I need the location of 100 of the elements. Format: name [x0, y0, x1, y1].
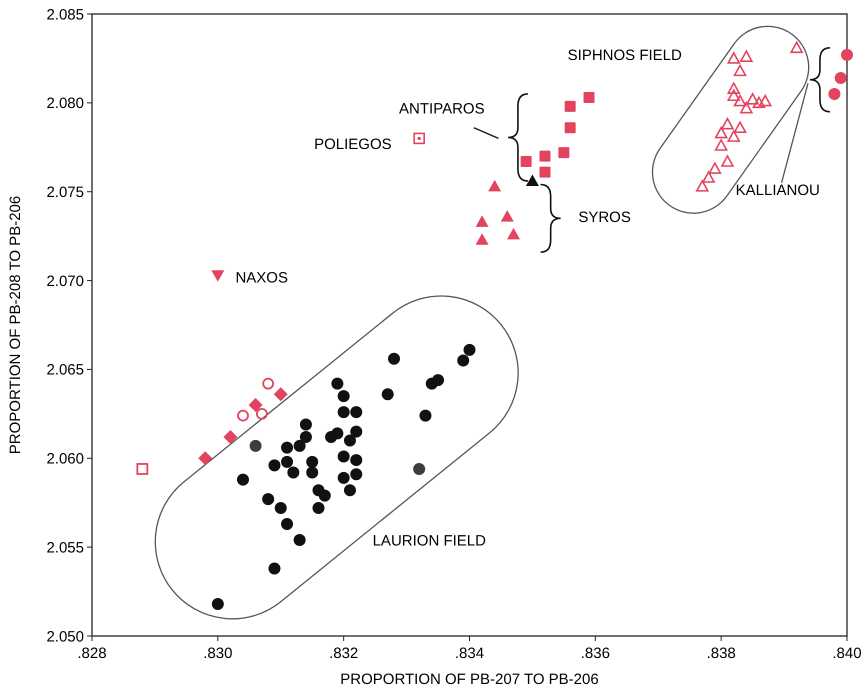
- point: [476, 233, 489, 245]
- point: [464, 344, 476, 356]
- point: [237, 410, 249, 422]
- point: [287, 466, 300, 479]
- point: [457, 354, 470, 367]
- point: [211, 270, 224, 282]
- point: [281, 442, 294, 454]
- point: [727, 89, 740, 102]
- point: [350, 454, 362, 466]
- point: [338, 472, 350, 484]
- point: [540, 150, 550, 162]
- point: [212, 598, 224, 610]
- point: [237, 474, 249, 486]
- y-tick-label: 2.050: [46, 628, 84, 646]
- point: [476, 215, 489, 227]
- x-tick-label: .828: [77, 645, 107, 662]
- point: [256, 408, 268, 420]
- point: [250, 440, 262, 452]
- point: [300, 430, 312, 443]
- y-tick-label: 2.075: [46, 184, 84, 201]
- point: [382, 388, 394, 400]
- point: [198, 451, 212, 466]
- point: [702, 171, 715, 183]
- point: [507, 228, 520, 240]
- point: [740, 102, 753, 114]
- point: [331, 427, 344, 440]
- point: [268, 459, 280, 472]
- point: [752, 96, 766, 108]
- point: [413, 132, 425, 144]
- x-tick-label: .832: [329, 645, 358, 662]
- annotation: SIPHNOS FIELD: [568, 47, 682, 64]
- point: [331, 378, 344, 390]
- point: [274, 387, 288, 402]
- point: [841, 48, 853, 61]
- point: [714, 126, 728, 138]
- point: [294, 534, 306, 546]
- point: [828, 88, 840, 100]
- point: [721, 155, 734, 167]
- point: [248, 398, 263, 412]
- annotation: ANTIPAROS: [399, 100, 485, 118]
- point: [344, 434, 356, 447]
- point: [338, 406, 350, 418]
- point: [281, 456, 294, 468]
- annotation: LAURION FIELD: [372, 532, 486, 550]
- point: [274, 502, 287, 514]
- point: [488, 180, 502, 192]
- y-tick-label: 2.055: [46, 539, 84, 556]
- point: [350, 406, 362, 418]
- point: [312, 502, 324, 514]
- point: [268, 562, 280, 574]
- annotation: KALLIANOU: [736, 182, 820, 200]
- x-tick-label: .834: [454, 645, 484, 662]
- point: [834, 72, 847, 84]
- x-tick-label: .838: [706, 645, 736, 662]
- y-tick-label: 2.065: [46, 362, 84, 379]
- y-tick-label: 2.080: [46, 95, 84, 112]
- y-tick-label: 2.085: [46, 6, 84, 24]
- point: [564, 122, 576, 134]
- point: [734, 121, 746, 134]
- point: [727, 130, 740, 142]
- point: [294, 440, 306, 452]
- y-axis-title: PROPORTION OF PB-208 TO PB-206: [7, 196, 24, 454]
- point: [584, 92, 595, 104]
- point: [262, 493, 274, 506]
- x-axis-title: PROPORTION OF PB-207 TO PB-206: [340, 671, 599, 688]
- point: [564, 100, 576, 112]
- point: [338, 450, 350, 463]
- annotation: SYROS: [578, 208, 631, 226]
- point: [388, 352, 400, 365]
- point: [746, 93, 759, 105]
- point: [262, 378, 274, 390]
- x-tick-label: .840: [832, 645, 862, 662]
- point: [740, 50, 753, 62]
- point: [338, 390, 350, 402]
- point: [734, 64, 746, 76]
- point: [344, 484, 356, 496]
- y-tick-label: 2.070: [46, 272, 84, 290]
- point: [758, 94, 772, 106]
- point: [721, 118, 734, 130]
- point: [714, 139, 728, 151]
- point: [727, 52, 740, 64]
- point: [318, 490, 331, 502]
- point: [306, 456, 318, 468]
- point: [526, 174, 539, 186]
- point: [223, 430, 238, 444]
- point: [696, 180, 709, 192]
- point: [419, 410, 432, 422]
- x-tick-label: .830: [203, 645, 232, 662]
- annotation: POLIEGOS: [314, 136, 392, 153]
- point: [540, 166, 550, 178]
- point: [520, 156, 532, 168]
- annotation: NAXOS: [235, 269, 288, 286]
- point: [350, 426, 362, 438]
- point: [413, 462, 426, 475]
- point: [727, 82, 740, 94]
- point: [734, 94, 746, 106]
- point: [136, 463, 148, 475]
- point: [558, 147, 570, 158]
- point: [500, 210, 514, 222]
- point: [306, 466, 318, 479]
